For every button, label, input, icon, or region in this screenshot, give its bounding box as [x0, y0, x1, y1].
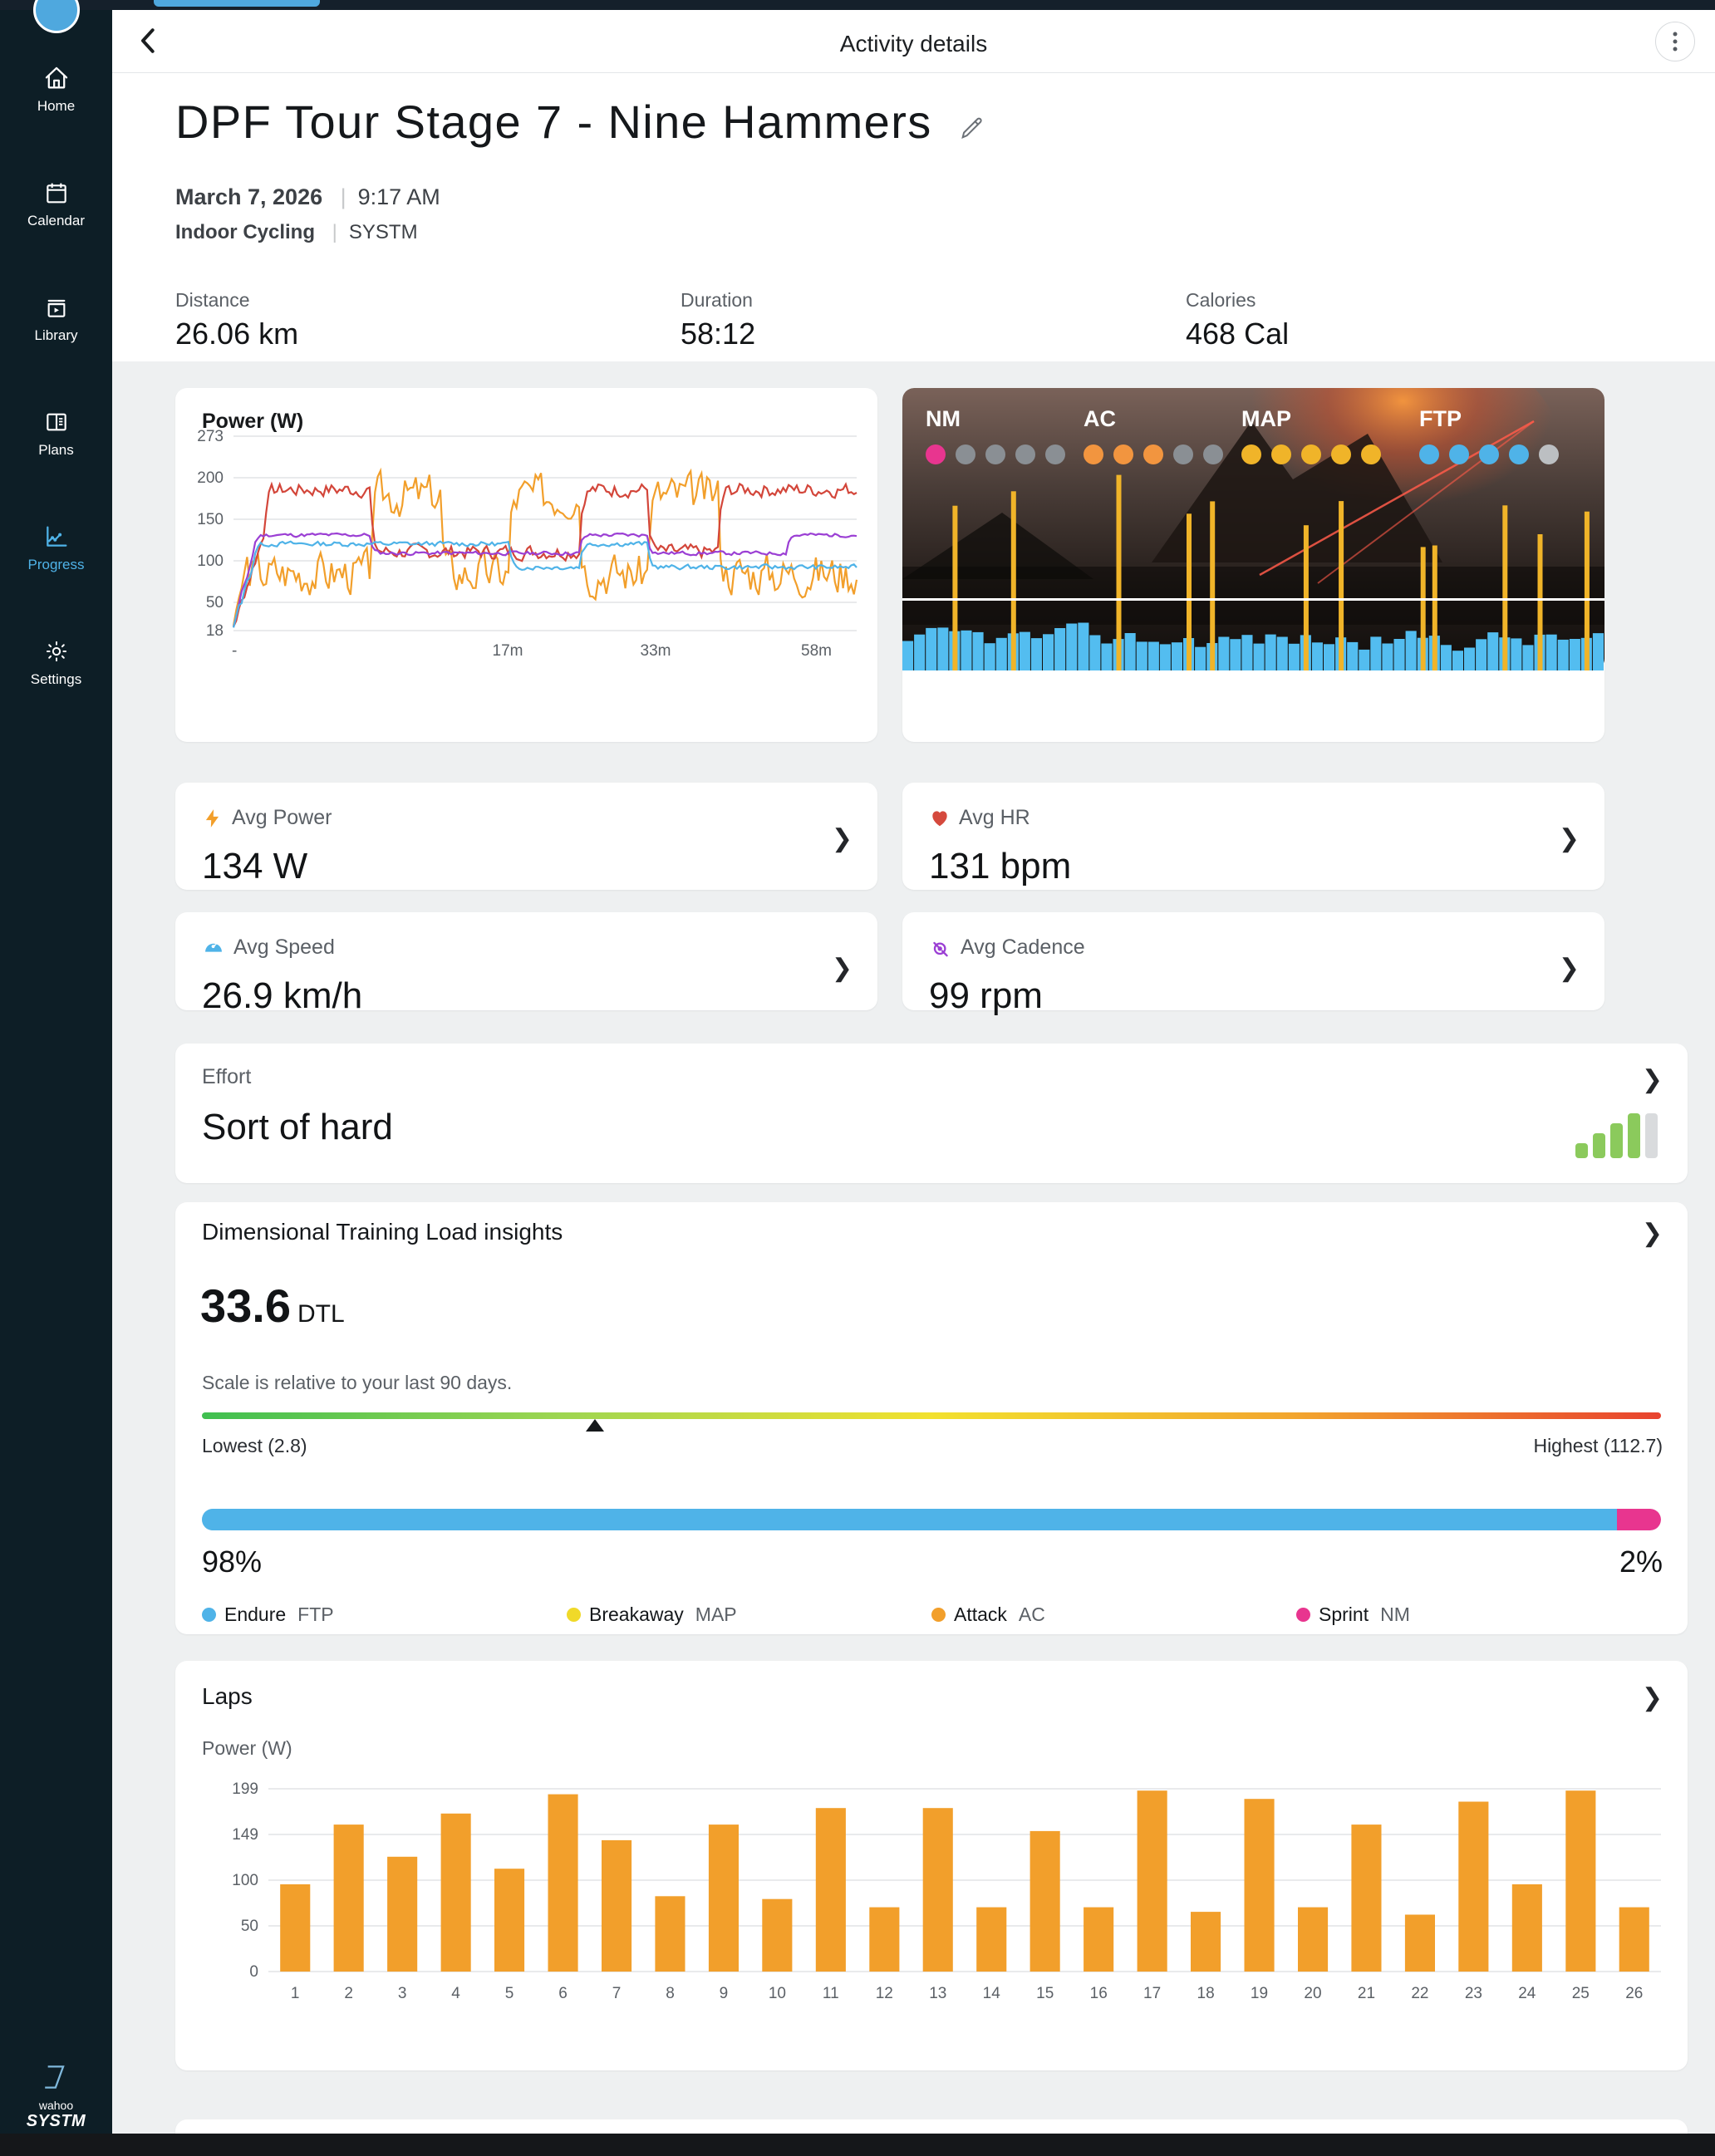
svg-text:199: 199 — [232, 1780, 258, 1798]
svg-text:10: 10 — [769, 1985, 786, 2002]
svg-text:18: 18 — [1197, 1985, 1215, 2002]
svg-text:16: 16 — [1090, 1985, 1108, 2002]
svg-text:23: 23 — [1465, 1985, 1482, 2002]
svg-text:13: 13 — [929, 1985, 946, 2002]
svg-text:18: 18 — [206, 622, 224, 640]
svg-text:25: 25 — [1572, 1985, 1590, 2002]
svg-text:17m: 17m — [493, 642, 523, 660]
svg-text:150: 150 — [197, 511, 224, 528]
svg-text:22: 22 — [1411, 1985, 1428, 2002]
svg-text:24: 24 — [1518, 1985, 1536, 2002]
svg-text:AC: AC — [1084, 406, 1116, 431]
svg-text:33m: 33m — [641, 642, 671, 660]
svg-text:100: 100 — [232, 1872, 258, 1889]
svg-text:1: 1 — [291, 1985, 300, 2002]
svg-text:12: 12 — [876, 1985, 893, 2002]
svg-text:NM: NM — [926, 406, 961, 431]
svg-text:26: 26 — [1625, 1985, 1643, 2002]
svg-text:11: 11 — [823, 1985, 839, 2002]
svg-text:-: - — [232, 642, 237, 660]
svg-text:9: 9 — [720, 1985, 729, 2002]
svg-text:20: 20 — [1304, 1985, 1321, 2002]
svg-text:3: 3 — [398, 1985, 407, 2002]
svg-text:21: 21 — [1358, 1985, 1375, 2002]
svg-text:6: 6 — [558, 1985, 568, 2002]
svg-text:50: 50 — [241, 1918, 258, 1935]
svg-text:8: 8 — [666, 1985, 675, 2002]
svg-text:149: 149 — [232, 1826, 258, 1844]
svg-text:15: 15 — [1036, 1985, 1054, 2002]
svg-text:7: 7 — [612, 1985, 622, 2002]
svg-text:50: 50 — [206, 594, 224, 611]
svg-text:0: 0 — [249, 1963, 258, 1981]
svg-text:4: 4 — [451, 1985, 460, 2002]
svg-text:2: 2 — [344, 1985, 353, 2002]
svg-text:FTP: FTP — [1419, 406, 1462, 431]
svg-text:14: 14 — [983, 1985, 1001, 2002]
svg-text:MAP: MAP — [1241, 406, 1291, 431]
svg-text:5: 5 — [505, 1985, 514, 2002]
svg-text:58m: 58m — [801, 642, 832, 660]
svg-text:100: 100 — [197, 553, 224, 570]
svg-text:17: 17 — [1143, 1985, 1161, 2002]
svg-text:200: 200 — [197, 469, 224, 487]
svg-text:19: 19 — [1251, 1985, 1268, 2002]
